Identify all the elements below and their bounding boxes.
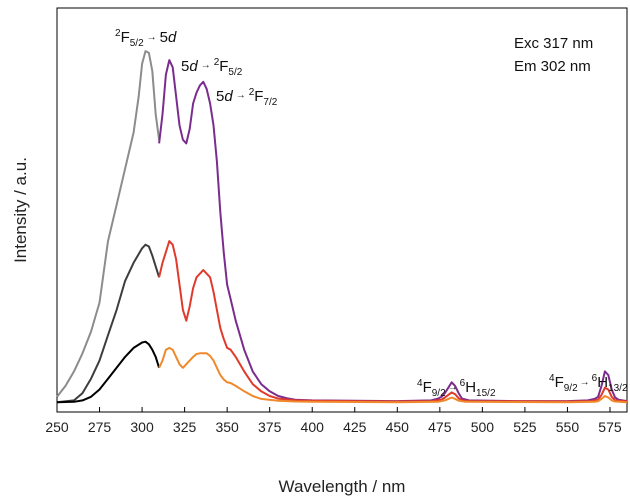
x-axis-title: Wavelength / nm (279, 477, 406, 496)
svg-text:2F5/2→5d: 2F5/2→ 5d (115, 28, 177, 49)
x-tick-label: 375 (258, 419, 282, 435)
annotation-4f92-to-6h152: 4F9/2→ 6H15/2 (417, 378, 496, 399)
series-layer (56, 50, 628, 404)
note-excitation: Exc 317 nm (514, 35, 593, 52)
x-tick-label: 325 (173, 419, 197, 435)
svg-text:4F9/2→6H13/2: 4F9/2→ 6H13/2 (549, 373, 628, 394)
annotation-4f92-to-6h132: 4F9/2→ 6H13/2 (549, 373, 628, 394)
y-axis-title: Intensity / a.u. (11, 157, 30, 263)
x-tick-label: 500 (471, 419, 495, 435)
x-tick-label: 250 (45, 419, 69, 435)
x-tick-label: 575 (598, 419, 622, 435)
x-tick-label: 550 (556, 419, 580, 435)
x-tick-label: 450 (386, 419, 410, 435)
series-line-3 (56, 340, 161, 404)
svg-text:5d→2F7/2: 5d → 2F7/2 (216, 87, 278, 108)
x-tick-label: 425 (343, 419, 367, 435)
annotation-5d-to-2f52: 5d → 2F5/2 (181, 57, 243, 78)
plot-frame (56, 7, 628, 413)
series-line-6 (158, 346, 628, 404)
svg-text:4F9/2→6H15/2: 4F9/2→ 6H15/2 (417, 378, 496, 399)
note-emission: Em 302 nm (514, 58, 591, 75)
series-line-2 (56, 243, 161, 404)
x-tick-label: 275 (88, 419, 112, 435)
svg-text:5d→2F5/2: 5d → 2F5/2 (181, 57, 243, 78)
x-tick-label: 350 (215, 419, 239, 435)
series-line-1 (56, 50, 161, 398)
annotation-2f52-to-5d: 2F5/2→ 5d (115, 28, 177, 49)
x-tick-label: 525 (513, 419, 537, 435)
annotation-5d-to-2f72: 5d → 2F7/2 (216, 87, 278, 108)
x-axis-ticks: 250 275 300 325 350 375 400 425 450 475 500 525 550 5… (45, 407, 622, 435)
x-tick-label: 475 (428, 419, 452, 435)
x-tick-label: 400 (301, 419, 325, 435)
x-tick-label: 300 (130, 419, 154, 435)
